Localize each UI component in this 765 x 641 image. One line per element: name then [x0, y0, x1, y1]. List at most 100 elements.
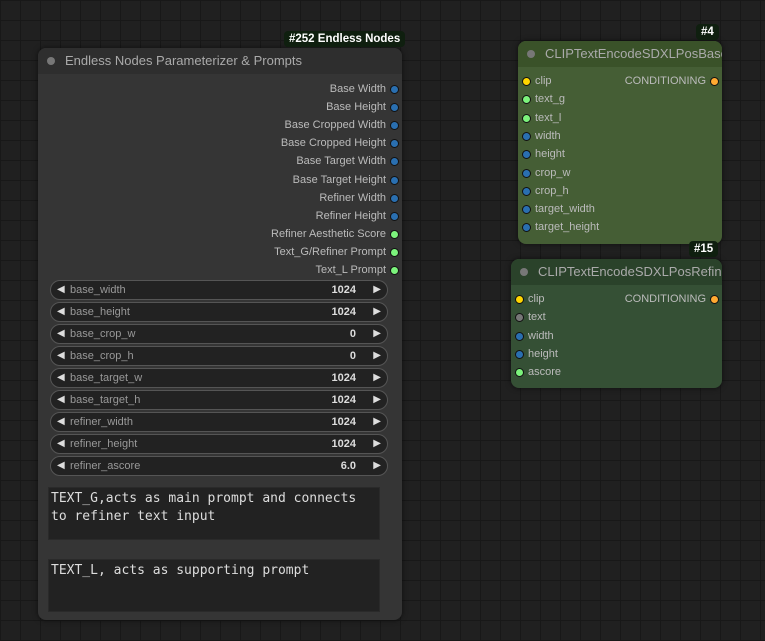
- output-dot-icon[interactable]: [390, 157, 399, 167]
- collapse-dot-icon[interactable]: [47, 57, 55, 65]
- input-dot-icon[interactable]: [522, 131, 531, 141]
- input-slot-target-height[interactable]: target_height: [522, 219, 599, 235]
- decrement-arrow-icon[interactable]: ◀: [57, 328, 65, 339]
- output-dot-icon[interactable]: [710, 77, 719, 86]
- input-label: width: [528, 329, 554, 342]
- increment-arrow-icon[interactable]: ▶: [373, 460, 381, 471]
- input-dot-icon[interactable]: [522, 77, 531, 86]
- input-dot-icon[interactable]: [515, 368, 524, 378]
- input-slot-clip[interactable]: clip: [522, 73, 552, 89]
- number-widget-refiner-height[interactable]: ◀ refiner_height 1024 ▶: [50, 434, 388, 454]
- output-dot-icon[interactable]: [390, 266, 399, 275]
- node-title: Endless Nodes Parameterizer & Prompts: [65, 53, 302, 68]
- number-widget-refiner-ascore[interactable]: ◀ refiner_ascore 6.0 ▶: [50, 456, 388, 476]
- input-slot-height[interactable]: height: [515, 346, 558, 362]
- output-dot-icon[interactable]: [390, 103, 399, 113]
- decrement-arrow-icon[interactable]: ◀: [57, 416, 65, 427]
- output-slot[interactable]: Refiner Width: [319, 190, 399, 206]
- output-dot-icon[interactable]: [390, 247, 399, 257]
- input-dot-icon[interactable]: [515, 295, 524, 304]
- increment-arrow-icon[interactable]: ▶: [373, 306, 381, 317]
- output-dot-icon[interactable]: [710, 295, 719, 304]
- output-label: Base Height: [326, 101, 386, 114]
- text-g-textarea[interactable]: TEXT_G,acts as main prompt and connects …: [48, 487, 380, 540]
- input-dot-icon[interactable]: [522, 223, 531, 233]
- input-dot-icon[interactable]: [515, 331, 524, 341]
- input-slot-text[interactable]: text: [515, 309, 546, 325]
- number-widget-base-crop-h[interactable]: ◀ base_crop_h 0 ▶: [50, 346, 388, 366]
- number-widget-refiner-width[interactable]: ◀ refiner_width 1024 ▶: [50, 412, 388, 432]
- input-slot-text-l[interactable]: text_l: [522, 110, 561, 126]
- input-slot-clip[interactable]: clip: [515, 291, 545, 307]
- increment-arrow-icon[interactable]: ▶: [373, 372, 381, 383]
- number-widget-base-height[interactable]: ◀ base_height 1024 ▶: [50, 302, 388, 322]
- output-dot-icon[interactable]: [390, 85, 399, 94]
- input-slot-height[interactable]: height: [522, 146, 565, 162]
- output-slot[interactable]: Text_G/Refiner Prompt: [274, 244, 399, 260]
- output-slot-conditioning[interactable]: CONDITIONING: [625, 291, 719, 307]
- input-slot-target-width[interactable]: target_width: [522, 201, 595, 217]
- node-title-bar[interactable]: CLIPTextEncodeSDXLPosRefiner: [511, 259, 722, 285]
- input-slot-width[interactable]: width: [522, 128, 561, 144]
- output-dot-icon[interactable]: [390, 211, 399, 221]
- input-dot-icon[interactable]: [515, 313, 524, 323]
- collapse-dot-icon[interactable]: [527, 50, 535, 58]
- input-dot-icon[interactable]: [522, 95, 531, 105]
- number-widget-base-width[interactable]: ◀ base_width 1024 ▶: [50, 280, 388, 300]
- number-widget-base-target-w[interactable]: ◀ base_target_w 1024 ▶: [50, 368, 388, 388]
- parameterizer-node[interactable]: Endless Nodes Parameterizer & Prompts Ba…: [38, 48, 402, 620]
- input-dot-icon[interactable]: [522, 186, 531, 196]
- increment-arrow-icon[interactable]: ▶: [373, 416, 381, 427]
- input-slot-crop-h[interactable]: crop_h: [522, 183, 569, 199]
- output-slot[interactable]: Refiner Aesthetic Score: [271, 226, 399, 242]
- clip-refiner-node[interactable]: CLIPTextEncodeSDXLPosRefiner clip text wid…: [511, 259, 722, 388]
- input-label: clip: [535, 75, 552, 87]
- collapse-dot-icon[interactable]: [520, 268, 528, 276]
- output-slot[interactable]: Base Width: [330, 81, 399, 97]
- node-title-bar[interactable]: Endless Nodes Parameterizer & Prompts: [38, 48, 402, 74]
- input-dot-icon[interactable]: [522, 150, 531, 160]
- decrement-arrow-icon[interactable]: ◀: [57, 372, 65, 383]
- increment-arrow-icon[interactable]: ▶: [373, 394, 381, 405]
- increment-arrow-icon[interactable]: ▶: [373, 438, 381, 449]
- output-slot[interactable]: Text_L Prompt: [315, 262, 399, 278]
- decrement-arrow-icon[interactable]: ◀: [57, 438, 65, 449]
- input-dot-icon[interactable]: [522, 113, 531, 123]
- increment-arrow-icon[interactable]: ▶: [373, 350, 381, 361]
- input-label: width: [535, 129, 561, 142]
- output-dot-icon[interactable]: [390, 229, 399, 239]
- input-dot-icon[interactable]: [522, 205, 531, 215]
- input-slot-crop-w[interactable]: crop_w: [522, 165, 570, 181]
- input-slot-text-g[interactable]: text_g: [522, 91, 565, 107]
- decrement-arrow-icon[interactable]: ◀: [57, 306, 65, 317]
- number-widget-base-target-h[interactable]: ◀ base_target_h 1024 ▶: [50, 390, 388, 410]
- decrement-arrow-icon[interactable]: ◀: [57, 284, 65, 295]
- input-slot-width[interactable]: width: [515, 328, 554, 344]
- output-dot-icon[interactable]: [390, 139, 399, 149]
- input-label: height: [528, 347, 558, 360]
- output-slot[interactable]: Base Target Width: [296, 153, 399, 169]
- output-dot-icon[interactable]: [390, 193, 399, 203]
- output-slot[interactable]: Base Cropped Height: [281, 135, 399, 151]
- text-l-textarea[interactable]: TEXT_L, acts as supporting prompt: [48, 559, 380, 612]
- output-slot[interactable]: Base Cropped Width: [285, 117, 399, 133]
- node-title-bar[interactable]: CLIPTextEncodeSDXLPosBase: [518, 41, 722, 67]
- number-widget-base-crop-w[interactable]: ◀ base_crop_w 0 ▶: [50, 324, 388, 344]
- output-slot-conditioning[interactable]: CONDITIONING: [625, 73, 719, 89]
- output-dot-icon[interactable]: [390, 175, 399, 185]
- increment-arrow-icon[interactable]: ▶: [373, 328, 381, 339]
- widget-name: base_width: [70, 284, 126, 296]
- output-slot[interactable]: Base Target Height: [293, 172, 399, 188]
- input-dot-icon[interactable]: [522, 168, 531, 178]
- decrement-arrow-icon[interactable]: ◀: [57, 350, 65, 361]
- input-label: crop_h: [535, 184, 569, 197]
- input-dot-icon[interactable]: [515, 349, 524, 359]
- output-dot-icon[interactable]: [390, 121, 399, 131]
- increment-arrow-icon[interactable]: ▶: [373, 284, 381, 295]
- output-slot[interactable]: Base Height: [326, 99, 399, 115]
- decrement-arrow-icon[interactable]: ◀: [57, 460, 65, 471]
- input-slot-ascore[interactable]: ascore: [515, 364, 561, 380]
- output-slot[interactable]: Refiner Height: [316, 208, 399, 224]
- decrement-arrow-icon[interactable]: ◀: [57, 394, 65, 405]
